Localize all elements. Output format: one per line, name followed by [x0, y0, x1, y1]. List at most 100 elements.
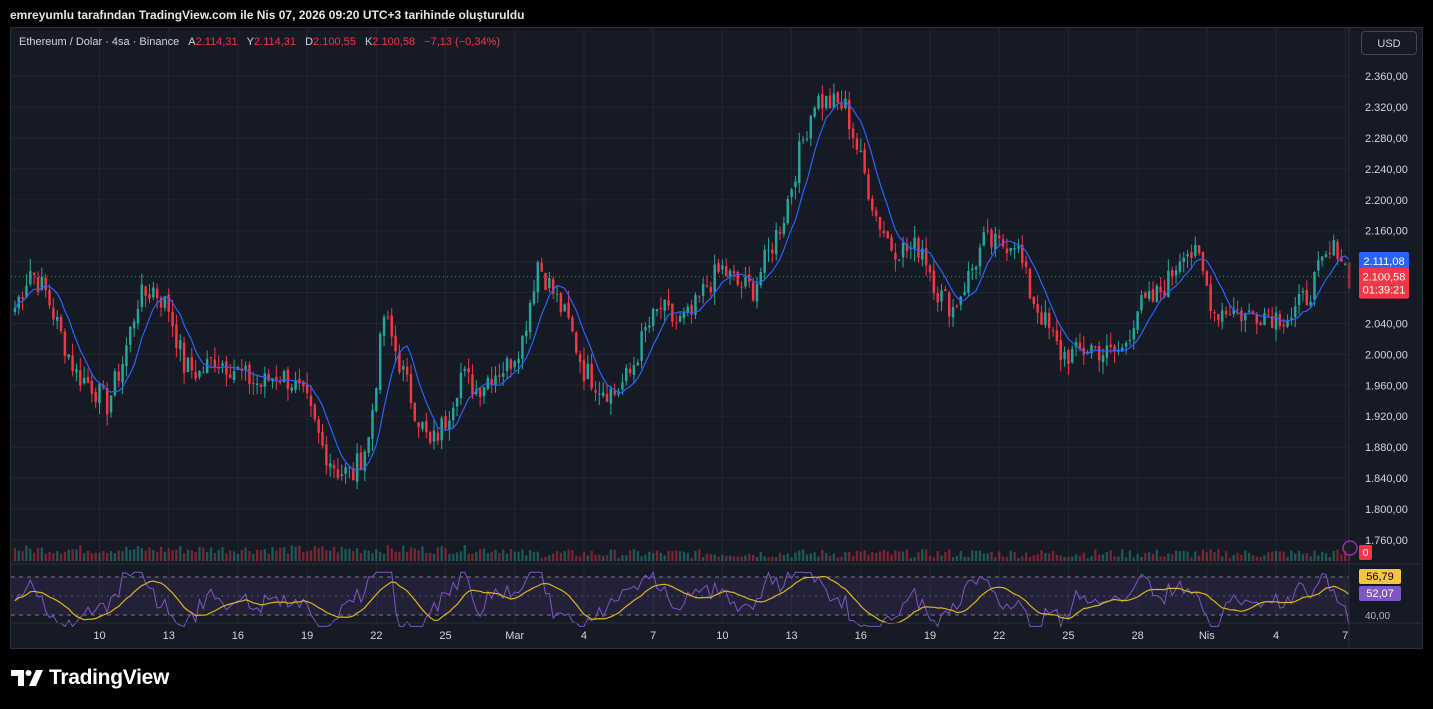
volume-bar [275, 550, 278, 561]
candle-body [167, 294, 170, 312]
open-value: 2.114,31 [195, 36, 238, 48]
candle-body [828, 95, 832, 109]
volume-bar [667, 550, 670, 561]
candle-body [698, 296, 701, 298]
volume-bar [817, 556, 820, 561]
volume-bar [63, 551, 67, 561]
candle-body [478, 388, 482, 398]
candle-body [471, 374, 474, 395]
candle-body [548, 278, 551, 288]
volume-bar [475, 551, 478, 561]
chart-canvas[interactable]: 2.360,00 2.320,00 2.280,00 2.240,00 2.200,00… [11, 28, 1422, 648]
chart-frame[interactable]: 2.360,00 2.320,00 2.280,00 2.240,00 2.200,00… [10, 27, 1423, 649]
volume-bar [29, 548, 32, 561]
volume-bar [840, 556, 843, 561]
volume-bar [290, 545, 293, 561]
volume-bar [982, 553, 985, 561]
y-tick-label: 2.320,00 [1365, 102, 1408, 114]
x-tick-label: 13 [785, 630, 797, 642]
candle-body [586, 363, 590, 380]
volume-bar [336, 552, 340, 561]
candle-body [848, 100, 851, 130]
candle-body [490, 378, 493, 386]
volume-bar [490, 551, 493, 561]
candle-body [932, 270, 936, 294]
candle-body [928, 265, 932, 273]
candle-body [1040, 312, 1043, 325]
volume-bar [325, 550, 328, 561]
candle-body [94, 391, 97, 402]
volume-bar [1274, 551, 1278, 561]
volume-bar [494, 549, 497, 561]
currency-button[interactable]: USD [1361, 31, 1417, 55]
x-tick-label: 7 [650, 630, 656, 642]
candle-body [774, 229, 778, 255]
candle-body [48, 289, 51, 306]
candle-body [982, 232, 986, 246]
candle-body [898, 259, 901, 261]
high-label: Y [246, 36, 255, 48]
volume-bar [394, 551, 397, 561]
volume-bar [659, 552, 663, 561]
volume-bar [452, 553, 455, 561]
candle-body [1032, 296, 1036, 305]
tradingview-logo[interactable]: TradingView [11, 666, 169, 690]
candle-body [159, 297, 163, 308]
y-tick-label: 1.920,00 [1365, 411, 1408, 423]
volume-bar [552, 553, 555, 561]
candle-body [1301, 291, 1305, 293]
volume-bar [1105, 552, 1109, 561]
candle-body [217, 366, 220, 368]
volume-bar [1013, 551, 1016, 561]
candle-body [498, 375, 501, 377]
candle-body [1194, 245, 1197, 256]
x-tick-label: 25 [439, 630, 451, 642]
change-value: −7,13 (−0,34%) [424, 36, 501, 48]
volume-bar [1021, 556, 1024, 561]
volume-bar [144, 550, 147, 561]
candle-body [944, 289, 947, 292]
candle-body [152, 287, 155, 298]
rsi-ma-value-label: 52,07 [1366, 588, 1394, 600]
volume-bar [778, 552, 782, 561]
candle-body [229, 374, 232, 378]
volume-bar [1217, 549, 1220, 561]
candle-body [809, 115, 813, 139]
candle-body [325, 444, 328, 466]
volume-bar [213, 553, 217, 561]
candle-body [994, 233, 997, 250]
volume-bar [828, 555, 832, 561]
symbol-name[interactable]: Ethereum / Dolar · 4sa · Binance [19, 36, 180, 48]
candle-body [463, 368, 466, 371]
candle-body [371, 410, 374, 439]
volume-bar [148, 547, 151, 561]
moving-average-line [14, 100, 1350, 472]
volume-bar [271, 546, 274, 561]
volume-bar [402, 545, 405, 561]
volume-bar [1197, 555, 1201, 561]
volume-bar [886, 551, 889, 561]
candle-body [1286, 320, 1289, 327]
high-value: 2.114,31 [254, 36, 297, 48]
volume-bar [1251, 555, 1255, 561]
candle-body [651, 308, 655, 327]
candle-body [509, 359, 513, 369]
candle-body [1290, 317, 1293, 321]
candle-body [940, 290, 943, 302]
last-price-tag [1359, 267, 1409, 299]
candle-body [1090, 345, 1093, 354]
candle-body [1197, 245, 1201, 254]
volume-bar [978, 550, 982, 561]
candle-body [625, 367, 628, 382]
candle-body [278, 381, 282, 383]
volume-bar [1324, 553, 1328, 561]
candle-body [567, 302, 570, 318]
volume-bar [140, 547, 143, 561]
volume-bar [1278, 551, 1282, 561]
candle-body [1309, 301, 1312, 306]
volume-bar [732, 556, 736, 561]
candle-body [997, 235, 1001, 239]
candle-body [1294, 306, 1297, 318]
candle-body [328, 463, 332, 468]
volume-bar [1336, 549, 1339, 561]
